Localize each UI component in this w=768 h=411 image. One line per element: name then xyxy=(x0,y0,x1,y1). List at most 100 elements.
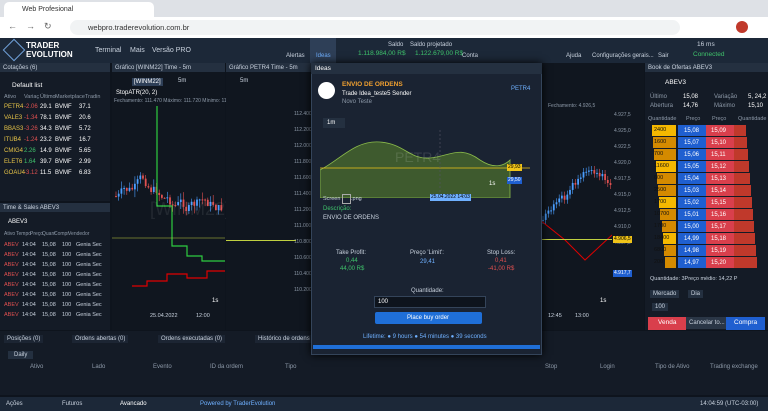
quote-cell: 29.1 xyxy=(40,104,52,110)
bid-price: 15,03 xyxy=(684,188,700,194)
bottom-tab[interactable]: Ordens executadas (0) xyxy=(158,335,226,343)
bid-quantity: 1700 xyxy=(654,199,667,205)
connection-status: Connected xyxy=(693,51,725,58)
alerts[interactable]: Alertas xyxy=(286,53,305,59)
order-type[interactable]: Mercado xyxy=(650,290,680,298)
bid-depth xyxy=(658,185,676,196)
quote-cell: 5.65 xyxy=(79,148,91,154)
trade-cell: 100 xyxy=(62,302,72,308)
bid-price-cell xyxy=(678,137,706,148)
quantity[interactable]: 100 xyxy=(652,303,669,311)
bid-depth xyxy=(660,209,676,220)
ask-depth xyxy=(734,197,752,208)
trade-cell: 14:04 xyxy=(22,272,36,278)
book-stat: Variação xyxy=(714,94,738,100)
quote-cell: BVMF xyxy=(55,170,72,176)
nav-button[interactable]: ← xyxy=(8,21,17,31)
bottom-tab[interactable]: Histórico de ordens xyxy=(255,335,313,343)
ask-price: 15,09 xyxy=(711,128,727,134)
bid-price-cell xyxy=(678,233,706,244)
trade-cell: 14:04 xyxy=(22,302,36,308)
ask-price: 15,13 xyxy=(711,176,727,182)
ask-price: 15,18 xyxy=(711,236,727,242)
workspace-tab[interactable]: Ações xyxy=(6,401,23,407)
menu-item[interactable]: Versão PRO xyxy=(152,47,191,54)
bid-price-cell xyxy=(678,173,706,184)
bid-quantity: 2400 xyxy=(654,127,667,133)
time-label: 12:00 xyxy=(196,313,210,319)
last-price-tag: 4.917,7 xyxy=(613,270,632,277)
clock: 14:04:59 (UTC-03:00) xyxy=(700,401,759,407)
file-icon xyxy=(342,194,351,204)
quote-cell: BVMF xyxy=(55,115,72,121)
column-header: Quant xyxy=(42,231,56,237)
period-selector[interactable]: Daily xyxy=(8,351,34,359)
column-header: Vendedor xyxy=(68,231,90,237)
help[interactable]: Ajuda xyxy=(566,53,582,59)
ask-depth xyxy=(734,149,748,160)
timeframe[interactable]: 1m xyxy=(323,118,346,128)
column-header: Ativo xyxy=(4,94,17,100)
trade-cell: Genia Sec xyxy=(76,312,102,318)
cancel-button[interactable]: Cancelar to... xyxy=(686,317,728,329)
book-stat: Máximo xyxy=(714,103,736,109)
quote-cell: 5.72 xyxy=(79,126,91,132)
trade-cell: 15,08 xyxy=(42,262,56,268)
tp-label: Take Profit: xyxy=(336,250,367,256)
column-header: Lado xyxy=(92,364,106,370)
sell-button[interactable]: Venda xyxy=(648,317,687,330)
modal-header xyxy=(311,63,542,74)
account[interactable]: Conta xyxy=(462,53,479,59)
chart1-panel xyxy=(112,63,225,330)
time-sales-title: Time & Sales ABEV3 xyxy=(3,205,60,211)
timeframe[interactable]: 5m xyxy=(178,78,187,84)
quote-cell: 2.99 xyxy=(79,159,91,165)
trade-cell: ABEV xyxy=(4,282,19,288)
timeframe[interactable]: 5m xyxy=(240,78,249,84)
price-axis-label: 110.800 xyxy=(294,239,312,245)
trade-cell: 100 xyxy=(62,292,72,298)
price-line xyxy=(226,240,296,241)
description: ENVIO DE ORDENS xyxy=(323,215,380,221)
quotes-title: Cotações (6) xyxy=(3,65,38,71)
column-header: Preço xyxy=(712,116,727,122)
trade-cell: Genia Sec xyxy=(76,262,102,268)
column-header: Login xyxy=(600,364,615,370)
menu-item[interactable]: Mais xyxy=(130,47,145,54)
zoom: 1s xyxy=(489,181,496,187)
buy-button[interactable]: Compra xyxy=(726,317,766,330)
profile[interactable] xyxy=(736,21,748,33)
quote-cell: ELET6 xyxy=(4,159,23,165)
settings[interactable]: Configurações gerais... xyxy=(592,53,654,59)
limit-label: Preço 'Limit': xyxy=(410,250,444,256)
chart-tab: [WINM22] xyxy=(132,78,163,86)
nav-button[interactable]: ↻ xyxy=(44,21,52,31)
quote-cell: 37.1 xyxy=(79,104,91,110)
bid-depth xyxy=(659,197,676,208)
place-order-label: Place buy order xyxy=(407,315,450,321)
bid-price-cell xyxy=(678,245,706,256)
ask-price-cell xyxy=(706,173,734,184)
chart-drawing xyxy=(112,106,225,287)
nav-button[interactable]: → xyxy=(26,21,35,31)
trade-cell: Genia Sec xyxy=(76,292,102,298)
bottom-tab[interactable]: Ordens abertas (0) xyxy=(72,335,129,343)
trade-cell: 15,08 xyxy=(42,252,56,258)
logout[interactable]: Sair xyxy=(658,53,669,59)
bottom-tab[interactable]: Posições (0) xyxy=(4,335,44,343)
validity[interactable]: Dia xyxy=(688,290,704,298)
workspace-tab[interactable]: Futuros xyxy=(62,401,83,407)
quote-cell: PETR4 xyxy=(4,104,24,110)
place-order[interactable] xyxy=(375,312,482,324)
menu-item[interactable]: Terminal xyxy=(95,47,122,54)
ask-price: 15,19 xyxy=(711,248,727,254)
price-line xyxy=(540,239,612,240)
chart1-title: Gráfico [WINM22] Time - 5m xyxy=(115,65,192,71)
list-selector[interactable]: Default list xyxy=(12,82,43,89)
qty-input[interactable] xyxy=(374,296,486,308)
trade-cell: 15,08 xyxy=(42,272,56,278)
ideas-button[interactable]: Ideas xyxy=(316,53,331,59)
price-axis-label: 4.927,5 xyxy=(614,112,631,118)
workspace-tab[interactable]: Avancado xyxy=(120,401,147,407)
quote-cell: ITUB4 xyxy=(4,137,22,143)
